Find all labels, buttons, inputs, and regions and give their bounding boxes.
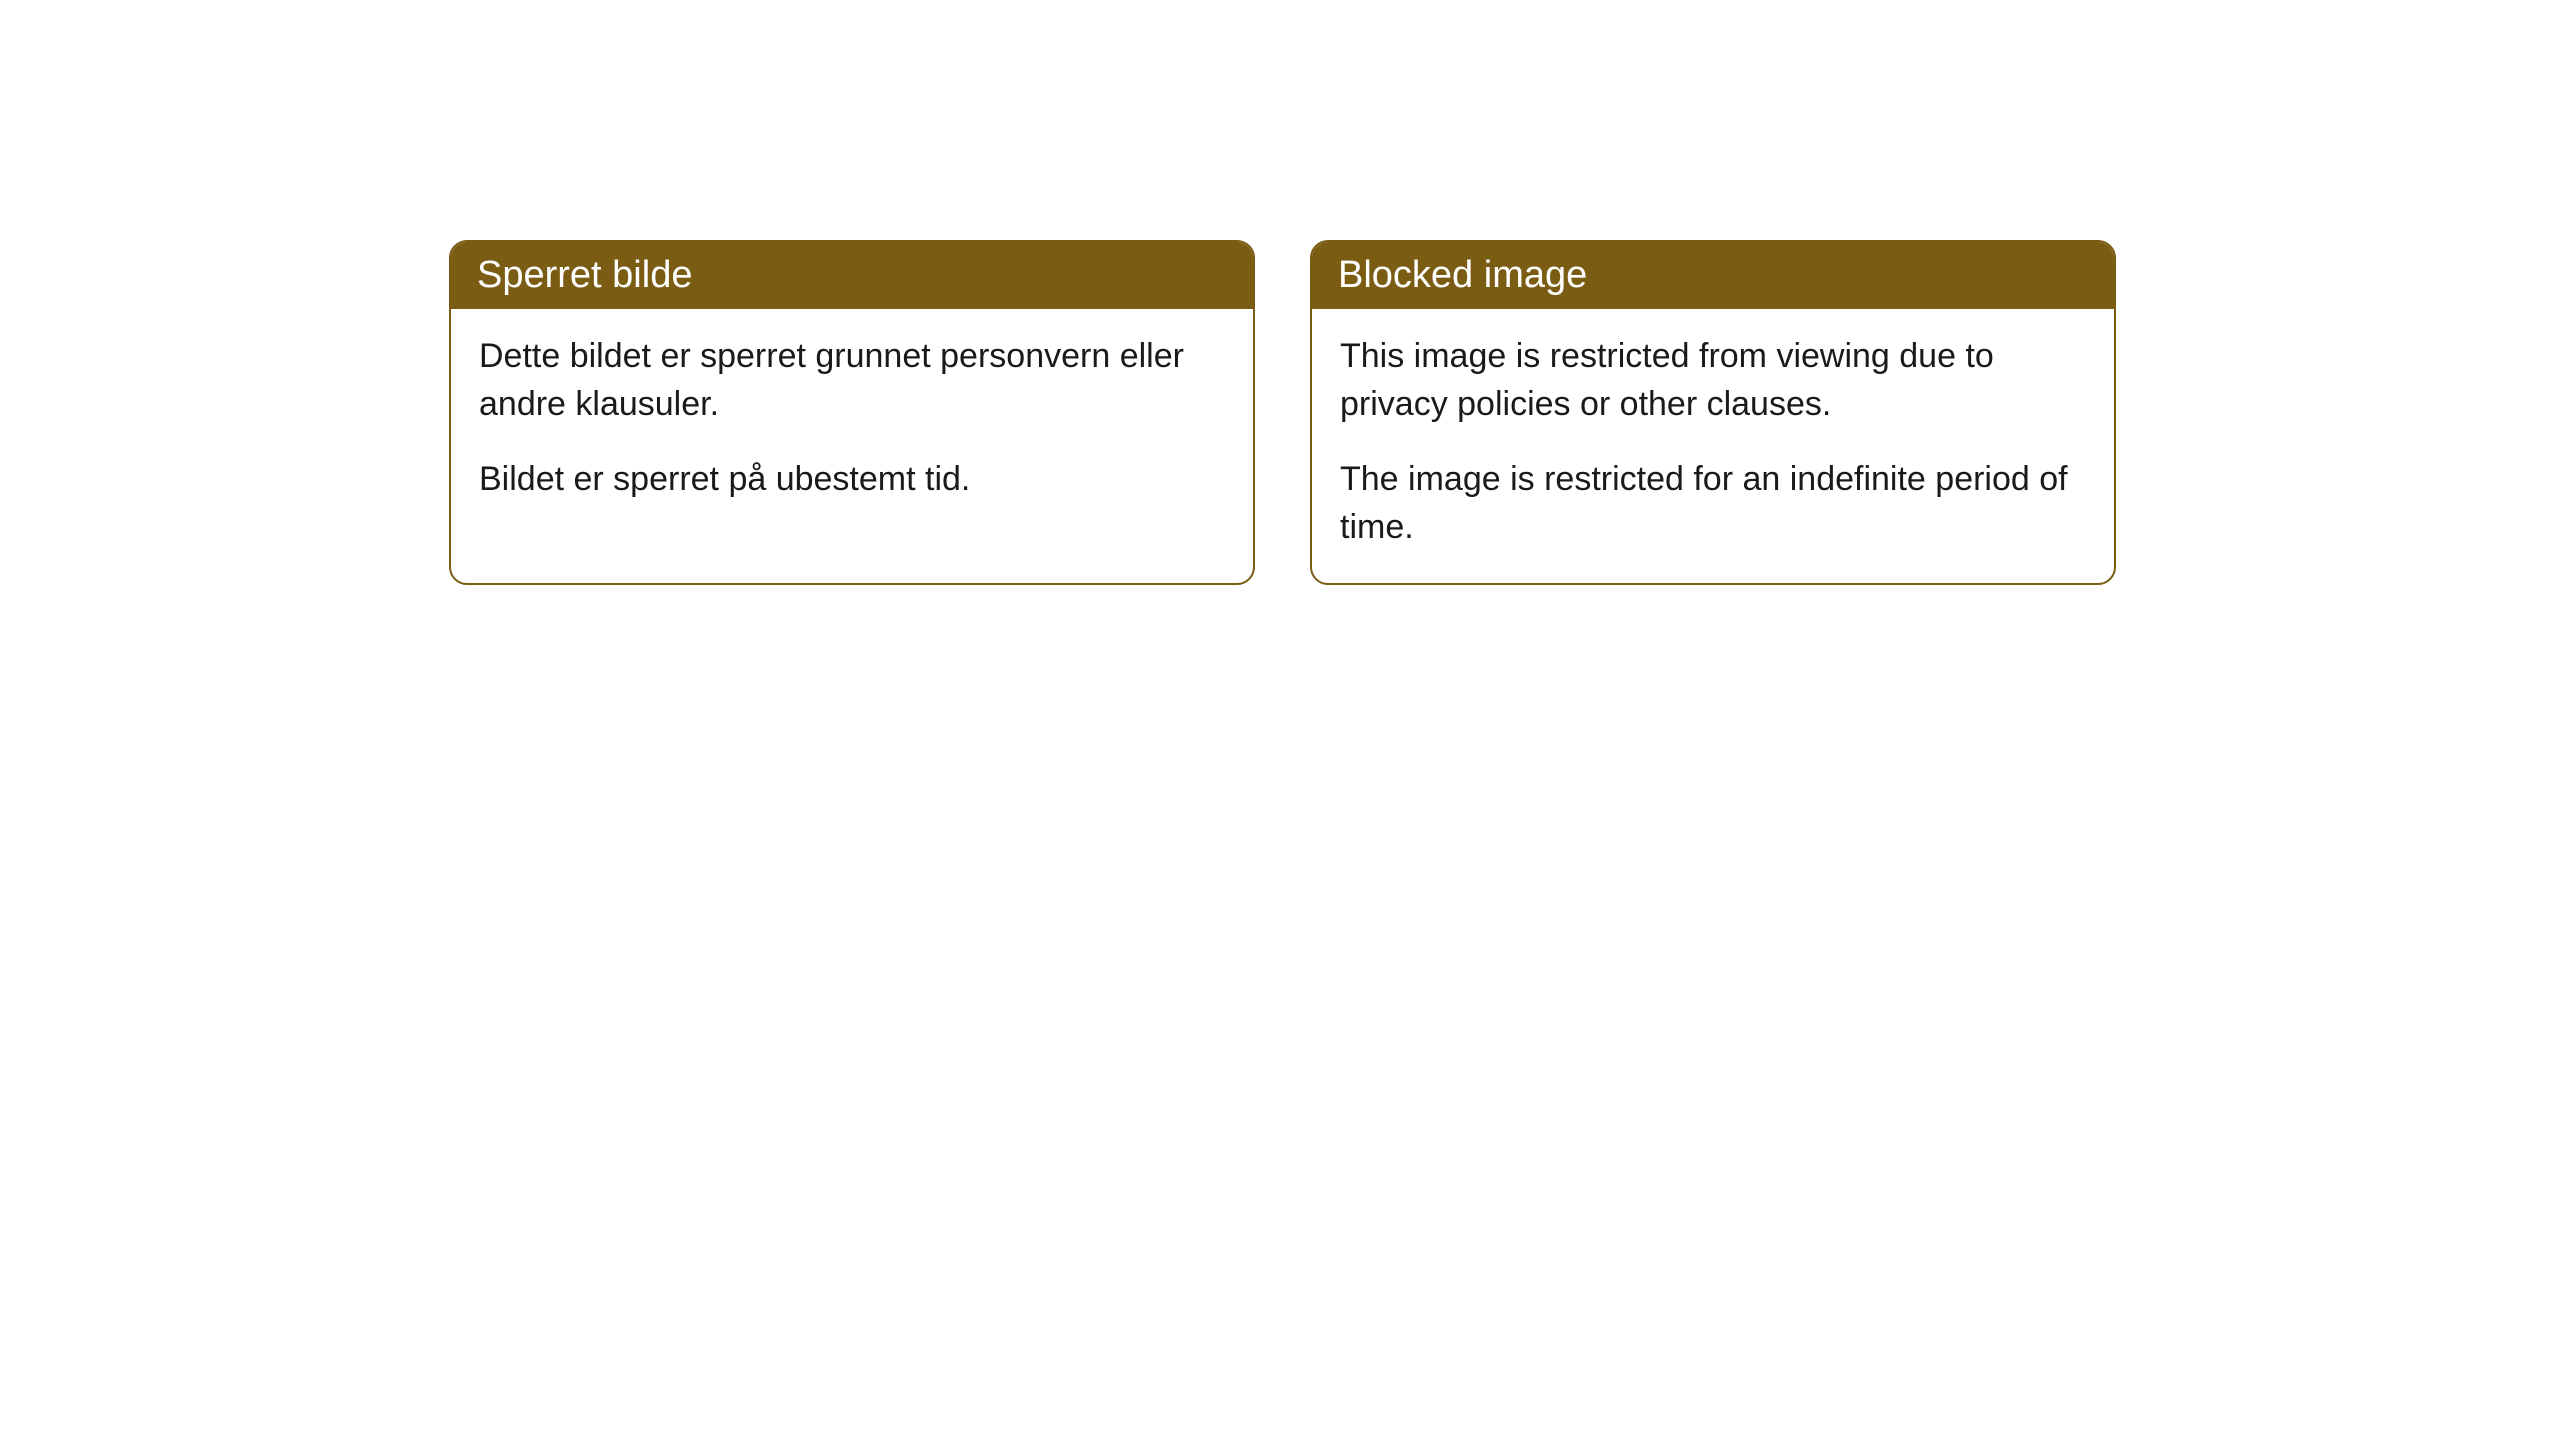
blocked-image-card-norwegian: Sperret bilde Dette bildet er sperret gr…	[449, 240, 1255, 585]
card-title: Blocked image	[1338, 254, 1587, 296]
blocked-image-card-english: Blocked image This image is restricted f…	[1310, 240, 2116, 585]
card-paragraph-2: Bildet er sperret på ubestemt tid.	[479, 456, 1225, 504]
card-header-english: Blocked image	[1312, 242, 2114, 309]
card-paragraph-1: Dette bildet er sperret grunnet personve…	[479, 333, 1225, 428]
card-body-norwegian: Dette bildet er sperret grunnet personve…	[451, 309, 1253, 536]
card-header-norwegian: Sperret bilde	[451, 242, 1253, 309]
notice-cards-container: Sperret bilde Dette bildet er sperret gr…	[449, 240, 2116, 585]
card-paragraph-1: This image is restricted from viewing du…	[1340, 333, 2086, 428]
card-paragraph-2: The image is restricted for an indefinit…	[1340, 456, 2086, 551]
card-title: Sperret bilde	[477, 254, 692, 296]
card-body-english: This image is restricted from viewing du…	[1312, 309, 2114, 583]
